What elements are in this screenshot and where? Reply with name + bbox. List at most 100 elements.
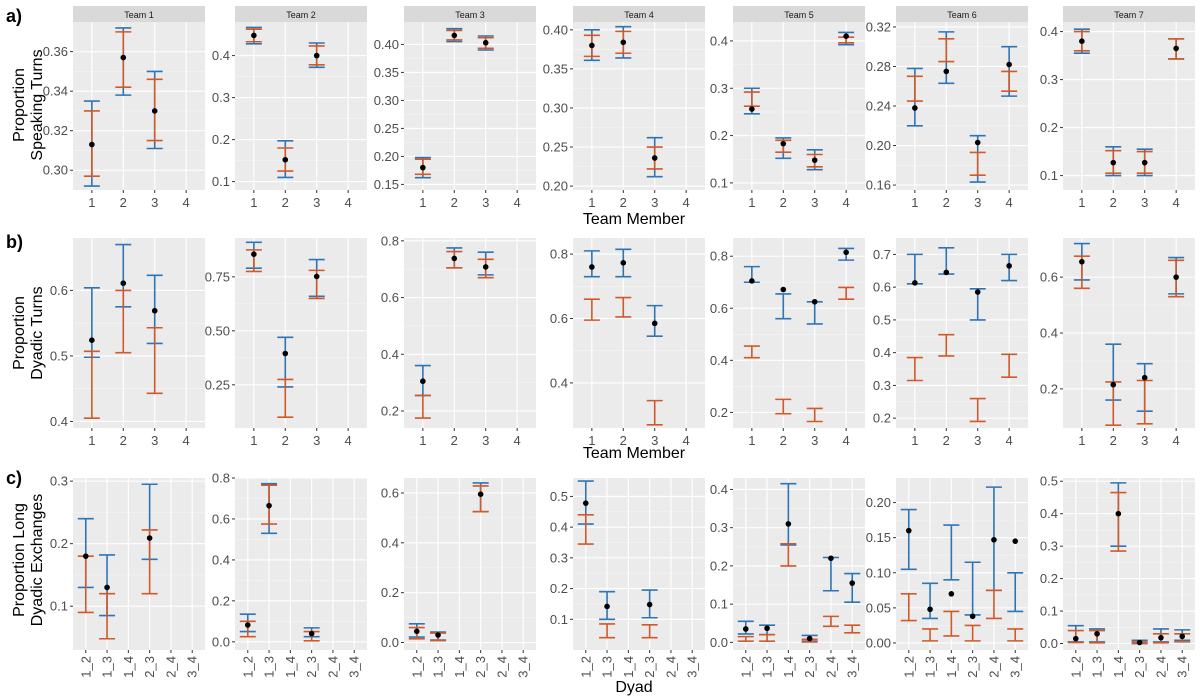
y-tick-label: 0.3: [710, 520, 728, 535]
point-estimate: [969, 613, 976, 620]
x-tick-label: 3: [811, 195, 818, 210]
y-tick-label: 0.1: [550, 612, 568, 627]
x-tick-label: 4: [1173, 195, 1180, 210]
x-tick-label: 2: [943, 433, 950, 448]
y-tick-label: 0.4: [873, 345, 891, 360]
orange-error-bar: [414, 394, 431, 419]
y-tick-label: 0.3: [212, 90, 230, 105]
x-tick-label: 1: [588, 195, 595, 210]
orange-error-bar: [277, 378, 294, 419]
y-tick-label: 0.40: [543, 22, 568, 37]
facet-panel: 0.0 0.2 0.4 0.6 0.8 1_2 1_3 1_4 2_3 2_4 3_4: [212, 471, 367, 678]
x-tick-label: 1_4: [781, 656, 796, 678]
data-point-group: [1089, 628, 1106, 644]
data-point-group: [77, 517, 94, 614]
point-estimate: [266, 502, 272, 509]
point-estimate: [82, 553, 89, 559]
x-tick-label: 2_3: [802, 656, 817, 678]
panel-background: [1063, 478, 1195, 650]
data-point-group: [477, 251, 494, 279]
data-point-group: [641, 589, 658, 639]
point-estimate: [1006, 263, 1012, 269]
y-tick-label: 0.5: [550, 489, 568, 504]
x-tick-label: 1_3: [600, 656, 615, 678]
x-tick-label: 3: [1141, 433, 1148, 448]
y-axis-title-line: Proportion: [11, 296, 28, 370]
facet-strip: [733, 6, 865, 22]
y-tick-label: 0.30: [43, 163, 68, 178]
y-tick-label: 0.2: [1040, 120, 1058, 135]
facet-strip: [573, 6, 705, 22]
y-tick-label: 0.3: [710, 81, 728, 96]
x-tick-label: 3: [651, 433, 658, 448]
x-tick-label: 4: [514, 433, 521, 448]
row-label: c): [6, 468, 22, 488]
y-tick-label: 0.20: [866, 495, 891, 510]
x-tick-label: 3_4: [185, 656, 200, 678]
y-tick-label: 0.2: [1040, 571, 1058, 586]
x-tick-label: 1: [419, 433, 426, 448]
point-estimate: [1079, 38, 1085, 44]
row-label: a): [6, 6, 22, 26]
point-estimate: [620, 259, 627, 266]
point-estimate: [482, 264, 489, 270]
facet-title: Team 5: [784, 10, 814, 20]
point-estimate: [1094, 630, 1100, 637]
x-tick-label: 3_4: [1175, 656, 1190, 678]
y-tick-label: 0.0: [212, 634, 230, 649]
y-tick-label: 0.4: [1040, 24, 1058, 39]
y-tick-label: 0.6: [550, 311, 568, 326]
point-estimate: [477, 491, 484, 498]
panel-background: [235, 22, 367, 190]
x-tick-label: 3_4: [516, 656, 531, 678]
data-point-group: [1001, 253, 1018, 379]
point-estimate: [811, 298, 818, 305]
point-estimate: [1006, 61, 1012, 68]
point-estimate: [780, 140, 787, 147]
point-estimate: [251, 32, 257, 39]
orange-error-bar: [900, 593, 917, 622]
orange-error-bar: [922, 628, 939, 642]
data-point-group: [583, 250, 600, 321]
data-point-group: [408, 623, 425, 640]
y-tick-label: 0.5: [50, 348, 68, 363]
x-tick-label: 1: [1078, 195, 1085, 210]
point-estimate: [651, 155, 658, 161]
blue-error-bar: [922, 582, 939, 620]
data-point-group: [743, 265, 760, 359]
y-tick-label: 0.4: [212, 552, 230, 567]
y-tick-label: 0.6: [212, 511, 230, 526]
panel-background: [733, 478, 865, 650]
x-tick-label: 1_4: [944, 656, 959, 678]
point-estimate: [843, 249, 849, 256]
point-estimate: [1179, 633, 1186, 640]
data-point-group: [743, 87, 760, 115]
orange-error-bar: [938, 333, 955, 357]
panel-background: [896, 238, 1028, 428]
point-estimate: [749, 106, 755, 112]
x-axis-title: Team Member: [583, 211, 686, 228]
orange-error-bar: [599, 623, 616, 639]
point-estimate: [927, 606, 933, 613]
facet-panel: 0.0 0.1 0.2 0.3 0.4 0.5 1_2 1_3 1_4 2_3 2_4 3_4: [1040, 474, 1195, 678]
data-point-group: [838, 31, 855, 46]
x-tick-label: 3: [482, 433, 489, 448]
x-tick-label: 2: [451, 433, 458, 448]
data-point-group: [1131, 639, 1148, 646]
orange-error-bar: [641, 624, 658, 639]
x-tick-label: 1_2: [738, 656, 753, 678]
blue-error-bar: [1007, 571, 1024, 613]
y-tick-label: 0.4: [710, 482, 728, 497]
data-point-group: [1168, 256, 1185, 298]
x-tick-label: 3: [313, 195, 320, 210]
y-tick-label: 0.4: [381, 535, 399, 550]
blue-error-bar: [900, 508, 917, 571]
facet-title: Team 3: [455, 10, 485, 20]
x-tick-label: 1: [88, 433, 95, 448]
point-estimate: [1110, 159, 1117, 166]
point-estimate: [89, 141, 95, 148]
y-tick-label: 0.34: [43, 84, 68, 99]
orange-error-bar: [472, 485, 489, 513]
x-tick-label: 1_3: [262, 656, 277, 678]
